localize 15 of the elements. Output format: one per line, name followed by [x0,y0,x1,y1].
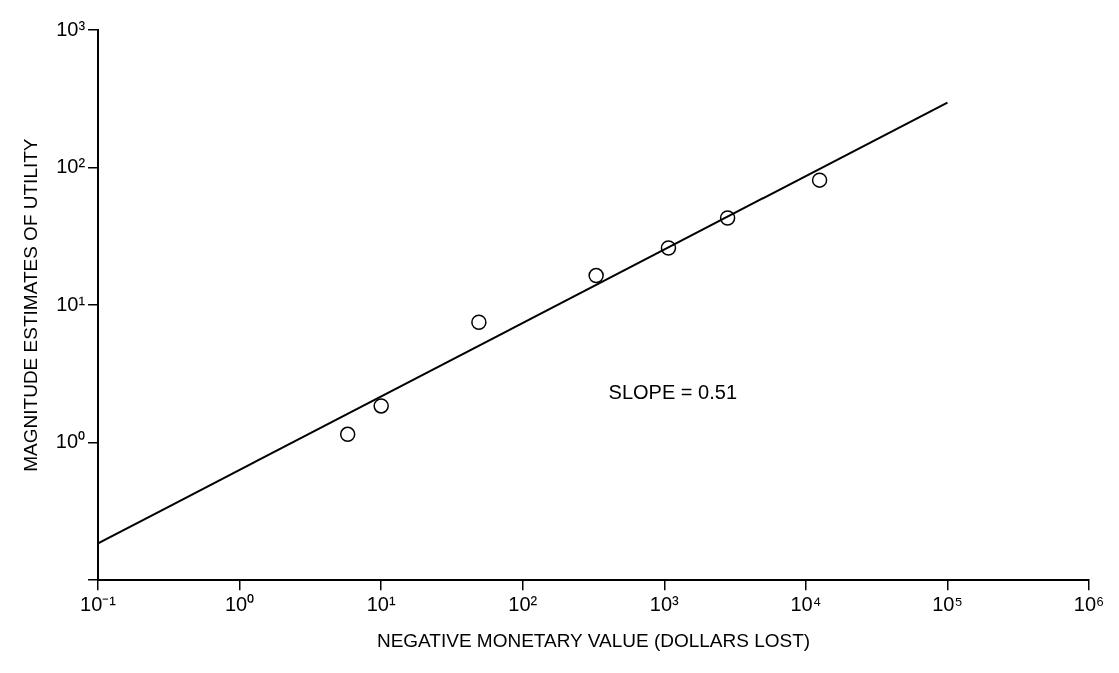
x-tick-label: 10³ [649,592,680,615]
y-axis-title: MAGNITUDE ESTIMATES OF UTILITY [19,138,41,472]
y-tick-label: 10² [56,155,86,178]
x-tick-label: 10⁶ [1073,592,1105,615]
x-axis-title: NEGATIVE MONETARY VALUE (DOLLARS LOST) [376,629,811,651]
x-tick-label: 10⁻¹ [80,592,117,615]
y-tick-label: 10³ [56,17,86,40]
y-tick-label: 10¹ [56,292,86,315]
x-tick-label: 10⁴ [790,592,822,615]
annotation: SLOPE = 0.51 [608,380,738,403]
x-tick-label: 10¹ [366,592,396,615]
x-tick-label: 10⁵ [932,592,963,615]
y-tick-label: 10⁰ [55,430,86,453]
x-tick-label: 10⁰ [224,592,255,615]
x-tick-label: 10² [508,592,538,615]
